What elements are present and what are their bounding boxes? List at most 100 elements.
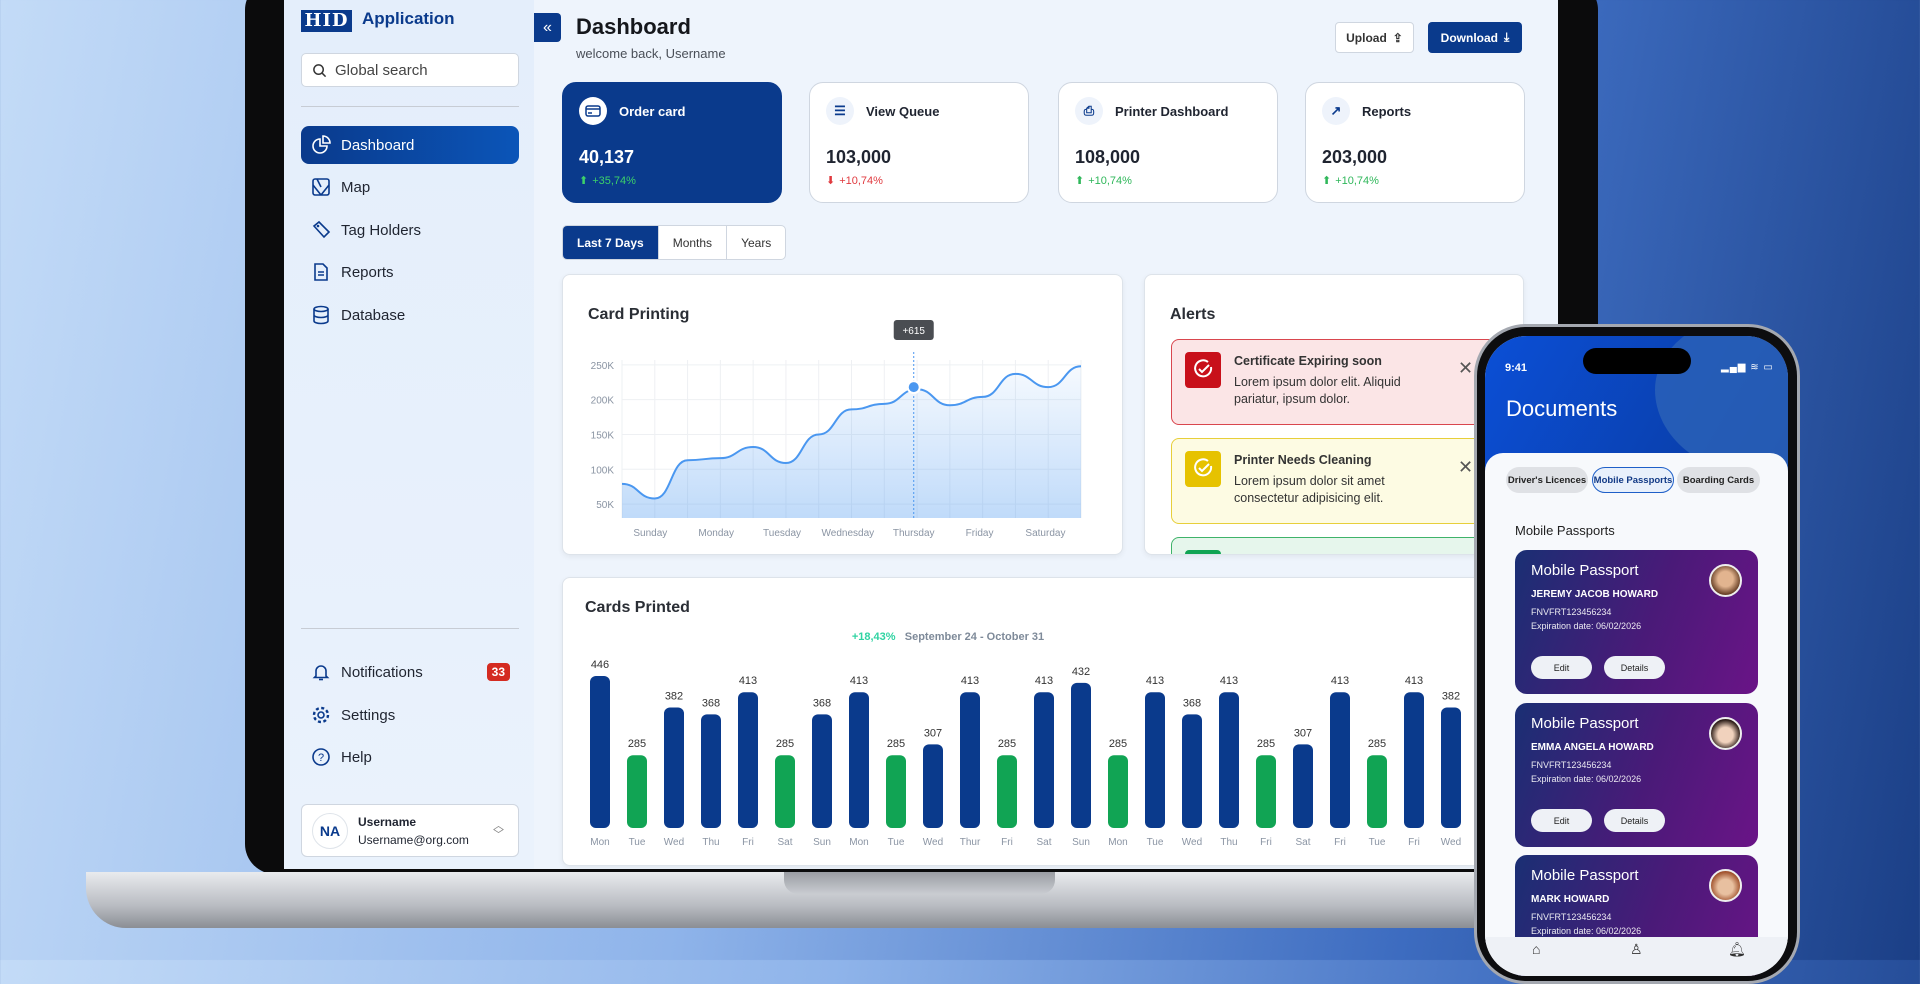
phone-bottom-nav: ⌂ ♙ 🔔︎ [1485,937,1788,976]
x-tick-label: Tue [1369,837,1386,848]
x-tick-label: Mon [590,837,609,848]
passport-card[interactable]: Mobile Passport JEREMY JACOB HOWARD FNVF… [1515,550,1758,694]
x-tick-label: Tue [629,837,646,848]
tab-drivers-licences[interactable]: Driver's Licences [1506,467,1588,493]
x-tick-label: Fri [1001,837,1013,848]
passport-card-title: Mobile Passport [1531,715,1639,732]
bar [1293,744,1313,828]
close-icon[interactable]: ✕ [1458,457,1474,477]
home-icon[interactable]: ⌂ [1532,941,1541,957]
sidebar-item-reports[interactable]: Reports [301,253,519,291]
stat-value: 108,000 [1075,147,1141,167]
database-icon [313,305,329,325]
stat-value: 103,000 [826,147,892,167]
user-account-switcher[interactable]: NA Username Username@org.com ︿ ﹀ [301,804,519,857]
stat-label: Reports [1362,103,1412,119]
download-icon: ⤓ [1504,30,1510,44]
bar [1367,755,1387,828]
period-months[interactable]: Months [659,226,728,259]
stat-label: View Queue [866,103,940,119]
card-printing-chart: 50K 100K 150K 200K 250K Sunday Monday Tuesday We… [591,320,1082,539]
stat-card-order-card[interactable]: Order card 40,137 ⬆ +35,74% [562,82,782,203]
alert-text: Lorem ipsum dolor elit. Aliquid pariatur… [1234,375,1401,406]
alert-printer-needs-cleaning[interactable]: Printer Needs Cleaning Lorem ipsum dolor… [1171,438,1511,524]
stat-card-view-queue[interactable]: ☰ View Queue 103,000 ⬇ +10,74% [809,82,1029,203]
x-tick-label: Thu [702,837,719,848]
stat-change: +35,74% [592,174,636,187]
map-icon [312,178,330,196]
x-tick-label: Saturday [1025,528,1065,539]
x-tick-label: Sat [1036,837,1051,848]
page-title: Dashboard [576,14,691,39]
y-tick-label: 150K [591,430,615,441]
bar-value-label: 446 [591,659,609,671]
details-button[interactable]: Details [1604,656,1665,679]
bar [1256,755,1276,828]
alert-text: Lorem ipsum dolor sit amet consectetur a… [1234,474,1385,505]
bar [1441,707,1461,828]
arrow-up-icon: ⬆ [1322,175,1332,187]
period-years[interactable]: Years [741,235,772,250]
bar-value-label: 413 [1146,675,1164,687]
arrow-up-icon: ⬆ [1075,175,1085,187]
document-icon [314,263,328,281]
bar-value-label: 285 [998,738,1016,750]
x-tick-label: Thur [960,837,981,848]
passport-card[interactable]: Mobile Passport EMMA ANGELA HOWARD FNVFR… [1515,703,1758,847]
upload-button[interactable]: Upload ⇪ [1335,22,1414,53]
tab-mobile-passports[interactable]: Mobile Passports [1592,467,1674,493]
x-tick-label: Fri [742,837,754,848]
edit-button[interactable]: Edit [1531,656,1592,679]
y-tick-label: 200K [591,396,615,407]
passport-holder-name: JEREMY JACOB HOWARD [1531,589,1659,600]
bar [923,744,943,828]
bell-icon[interactable]: 🔔︎ [1728,941,1746,957]
laptop-notch [784,872,1055,894]
cards-printed-range: September 24 - October 31 [904,631,1045,643]
sidebar-item-database[interactable]: Database [301,296,519,334]
sidebar-item-help[interactable]: ? Help [301,738,519,776]
bar-value-label: 368 [813,697,831,709]
help-icon: ? [312,748,330,766]
bar-value-label: 413 [739,675,757,687]
bar [590,676,610,828]
bar [849,692,869,828]
details-button[interactable]: Details [1604,809,1665,832]
bar-value-label: 285 [887,738,905,750]
global-search-input[interactable]: Global search [301,53,519,87]
bar [1330,692,1350,828]
laptop-screen: HID Application Global search Dashboard … [284,0,1558,869]
bar-value-label: 413 [1331,675,1349,687]
stat-card-reports[interactable]: ↗ Reports 203,000 ⬆ +10,74% [1305,82,1525,203]
passport-holder-name: MARK HOWARD [1531,894,1610,905]
sidebar-item-tag-holders[interactable]: Tag Holders [301,211,519,249]
cards-printed-summary: +18,43% September 24 - October 31 [563,631,1333,643]
edit-button[interactable]: Edit [1531,809,1592,832]
close-icon[interactable]: ✕ [1458,358,1474,378]
collapse-sidebar-button[interactable]: « [534,13,561,42]
x-tick-label: Tue [1147,837,1164,848]
x-tick-label: Sun [813,837,831,848]
bar [775,755,795,828]
x-tick-label: Wednesday [822,528,875,539]
tooltip-box [893,320,934,340]
sidebar-item-dashboard[interactable]: Dashboard [301,126,519,164]
bar [1108,755,1128,828]
period-last-7-days[interactable]: Last 7 Days [563,226,659,259]
sidebar-item-notifications[interactable]: Notifications 33 [301,653,519,691]
stat-card-printer-dashboard[interactable]: ⎙ Printer Dashboard 108,000 ⬆ +10,74% [1058,82,1278,203]
alert-certificate-expiring[interactable]: Certificate Expiring soon Lorem ipsum do… [1171,339,1511,425]
download-button[interactable]: Download ⤓ [1428,22,1522,53]
tooltip-text: +615 [902,326,925,337]
stat-label: Order card [619,103,686,119]
x-tick-label: Tuesday [763,528,801,539]
sidebar-item-map[interactable]: Map [301,168,519,206]
upload-label: Upload [1346,30,1387,45]
x-tick-label: Tue [888,837,905,848]
user-icon[interactable]: ♙ [1630,941,1643,957]
sidebar-item-settings[interactable]: Settings [301,696,519,734]
alert-success[interactable] [1171,537,1511,554]
app-name: Application [362,9,455,28]
passport-expiry: Expiration date: 06/02/2026 [1531,774,1642,784]
tab-boarding-cards[interactable]: Boarding Cards [1677,467,1760,493]
